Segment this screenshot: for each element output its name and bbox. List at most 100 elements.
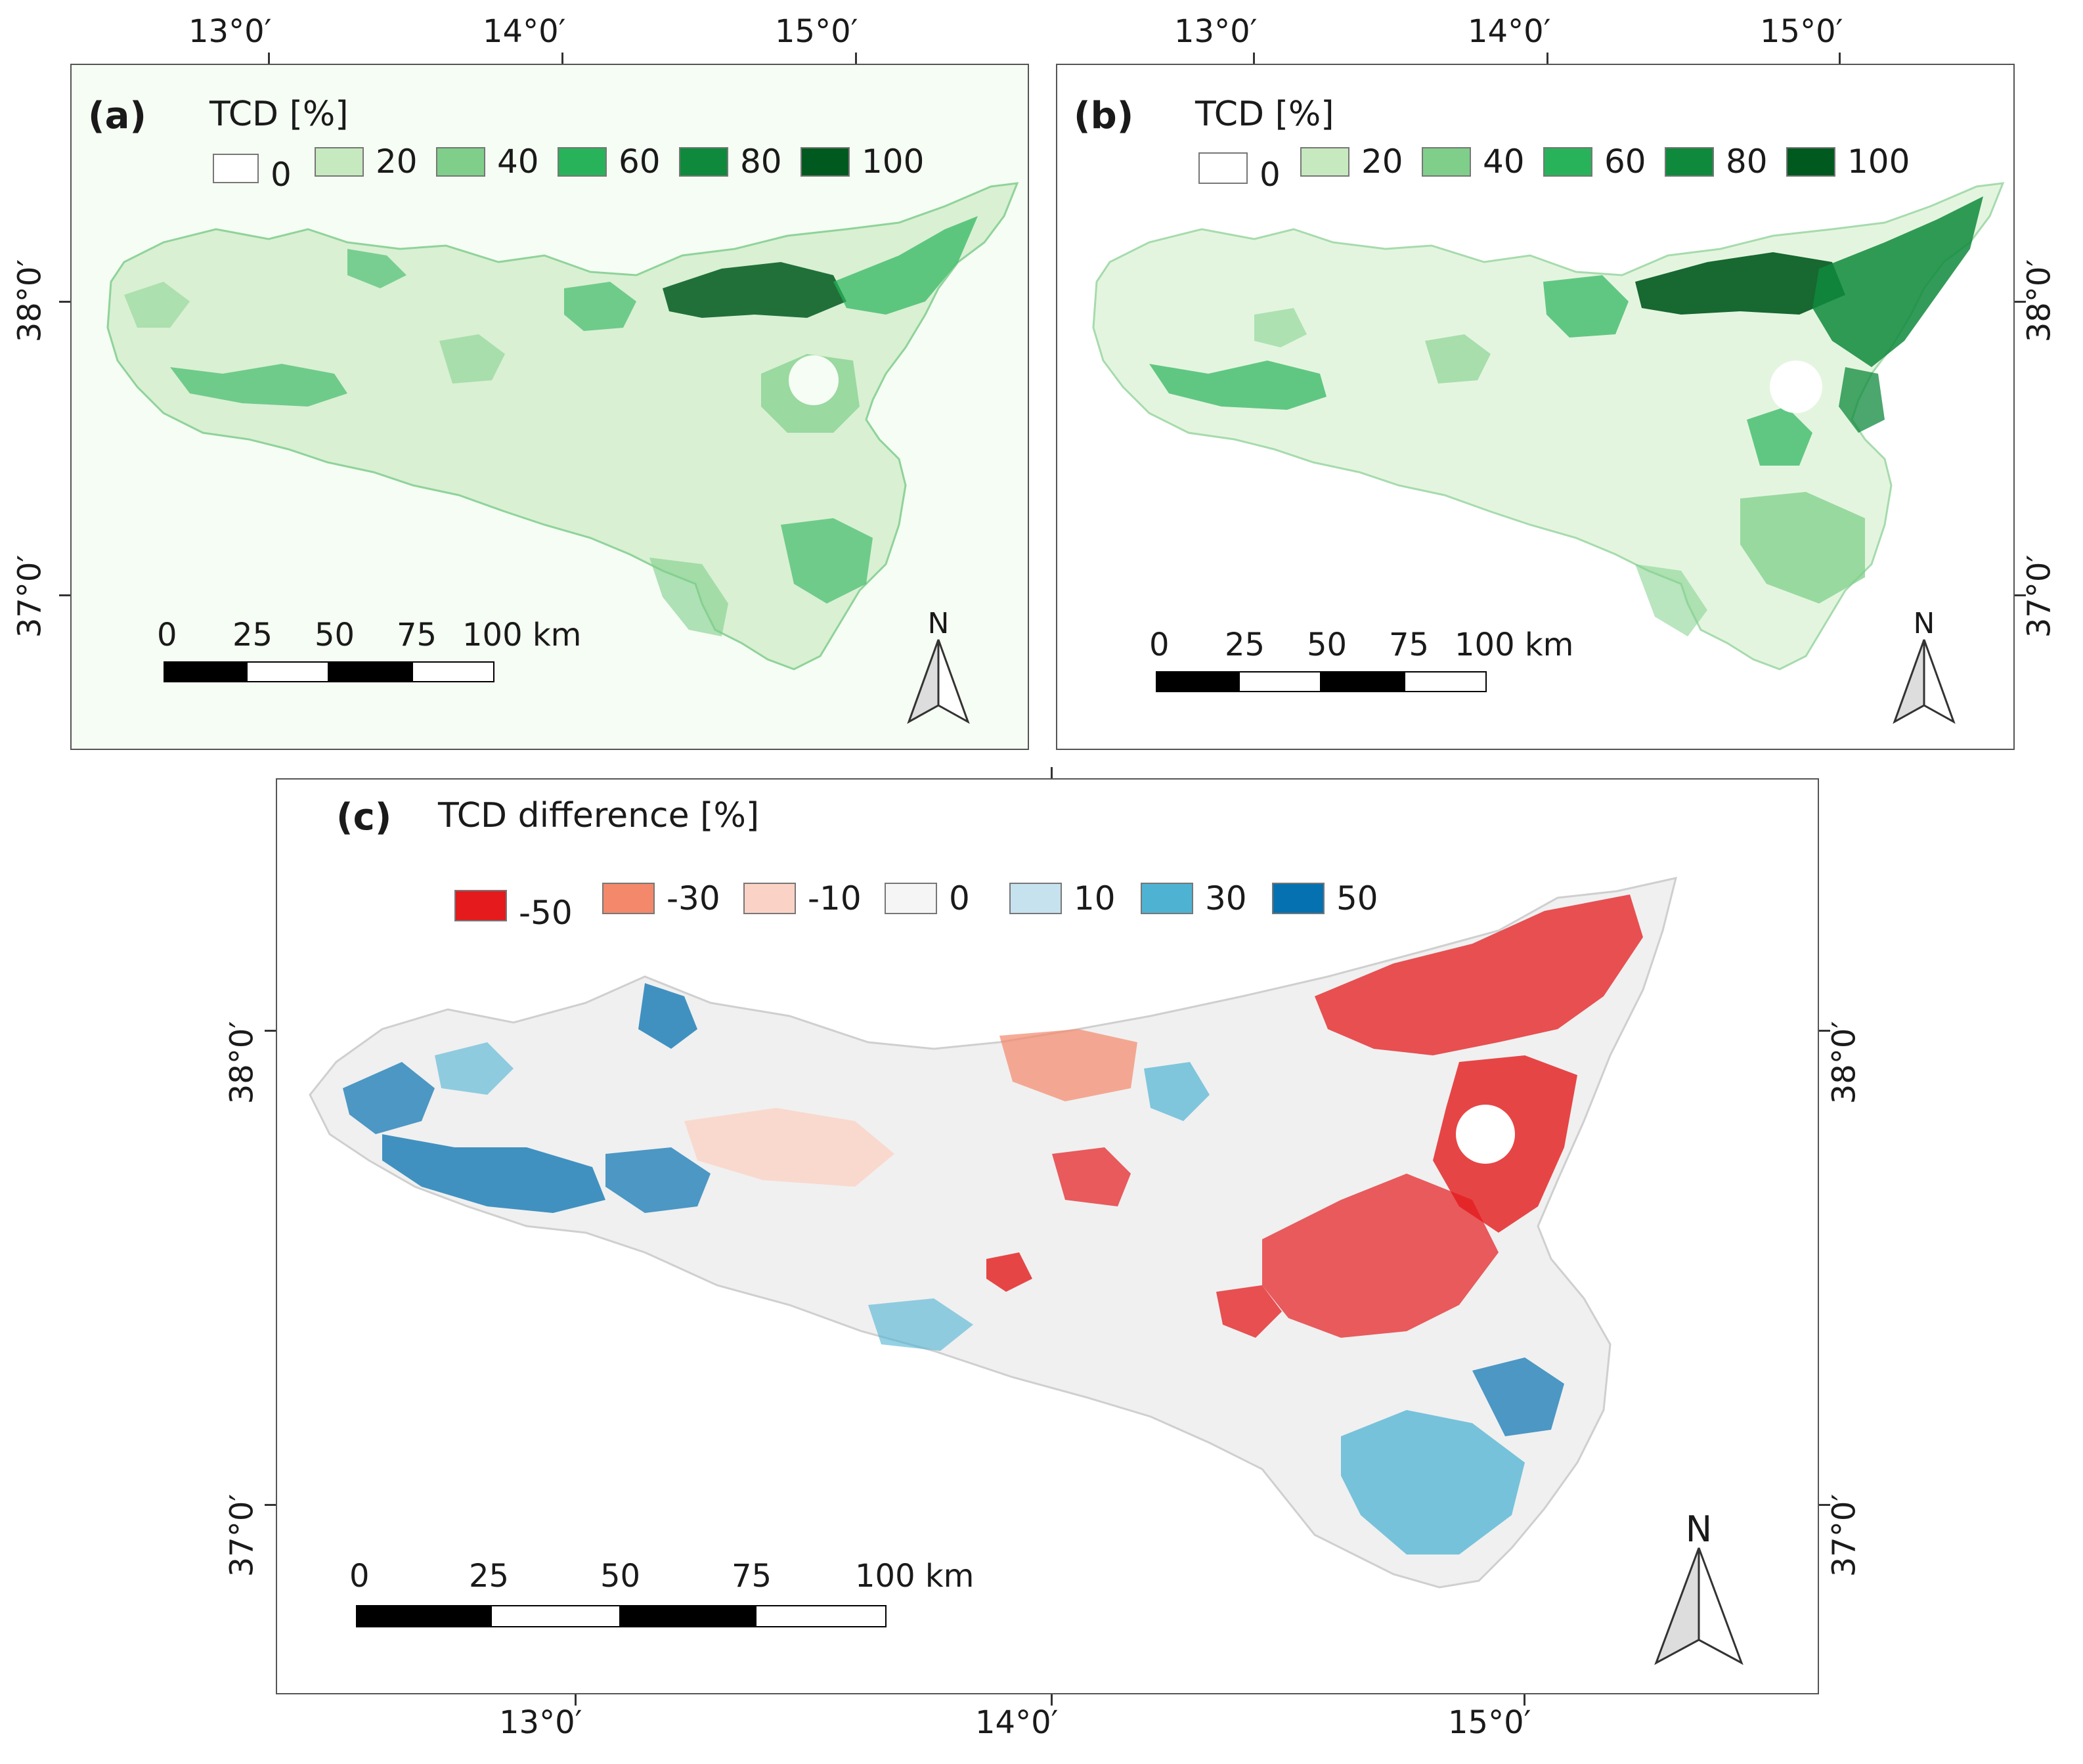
lat-label-left-a: 37°0′ xyxy=(11,554,49,638)
forest-patch xyxy=(1254,308,1307,347)
tick-mark xyxy=(1051,767,1053,778)
lat-label-right-b: 38°0′ xyxy=(2021,259,2058,343)
legend-item-c-6: 50 xyxy=(1272,879,1378,917)
legend-swatch xyxy=(1665,146,1714,177)
scale-label: 75 xyxy=(1389,627,1430,663)
forest-patch xyxy=(1635,564,1707,636)
loss-patch xyxy=(1052,1147,1131,1206)
scale-label: 25 xyxy=(1225,627,1265,663)
panel-c-label: (c) xyxy=(336,796,392,839)
lon-label-top-a: 14°0′ xyxy=(483,13,566,50)
gain-patch xyxy=(1341,1410,1525,1555)
tick-mark xyxy=(1839,53,1841,64)
sicily-map-b xyxy=(1092,182,2005,671)
legend-item-c-0: -50 xyxy=(454,879,573,932)
etna-crater xyxy=(1456,1105,1515,1164)
legend-item-c-1: -30 xyxy=(602,879,720,917)
forest-patch xyxy=(1635,252,1845,315)
scale-label: 0 xyxy=(157,617,177,653)
north-arrow-c: N xyxy=(1650,1509,1748,1669)
north-arrow-a: N xyxy=(902,607,975,725)
panel-a-label: (a) xyxy=(88,95,146,137)
legend-item-a-5: 100 xyxy=(800,143,924,181)
legend-item-c-3: 0 xyxy=(885,879,970,917)
tick-mark xyxy=(59,301,70,303)
scale-segment xyxy=(246,661,329,682)
scale-label: 50 xyxy=(315,617,355,653)
legend-swatch xyxy=(454,890,507,921)
legend-item-a-1: 20 xyxy=(315,143,418,181)
legend-item-a-3: 60 xyxy=(558,143,661,181)
legend-swatch xyxy=(602,883,655,914)
legend-swatch xyxy=(1009,883,1062,914)
etna-crater xyxy=(789,355,839,405)
forest-patch xyxy=(649,558,728,636)
legend-label: 50 xyxy=(1336,879,1378,917)
lat-label-left-a: 38°0′ xyxy=(11,259,49,343)
north-arrow-icon xyxy=(907,639,970,724)
forest-patch xyxy=(1543,275,1629,338)
legend-swatch xyxy=(1198,152,1248,184)
scale-label: 100 km xyxy=(1455,627,1574,663)
sicily-map-a xyxy=(106,182,1019,671)
forest-patches-a xyxy=(124,216,978,636)
legend-label: 0 xyxy=(949,879,970,917)
map-panel-c: (c) TCD difference [%] -50 -30 -10 0 10 … xyxy=(276,778,1819,1694)
scale-label: 0 xyxy=(1149,627,1170,663)
legend-item-c-2: -10 xyxy=(743,879,862,917)
legend-item-b-2: 40 xyxy=(1422,143,1525,181)
legend-label: 20 xyxy=(1361,143,1403,181)
scale-segment xyxy=(1321,671,1404,692)
map-panel-a: (a) TCD [%] 0 20 40 60 80 100 0 25 50 75… xyxy=(70,64,1029,750)
etna-crater xyxy=(1770,361,1822,413)
lon-label-top-b: 13°0′ xyxy=(1174,13,1258,50)
legend-swatch xyxy=(743,883,796,914)
scale-label: 25 xyxy=(232,617,273,653)
forest-patch xyxy=(833,216,978,315)
legend-swatch xyxy=(1786,146,1835,177)
tick-mark xyxy=(2015,301,2026,303)
forest-patch xyxy=(1740,492,1865,604)
legend-swatch xyxy=(1300,146,1349,177)
legend-label: 20 xyxy=(376,143,418,181)
legend-label: 0 xyxy=(271,156,292,194)
lat-label-left-c: 37°0′ xyxy=(223,1493,261,1577)
forest-patch xyxy=(439,334,505,384)
legend-item-b-0: 0 xyxy=(1198,143,1281,194)
legend-label: 80 xyxy=(1726,143,1768,181)
forest-patch xyxy=(781,518,873,604)
tick-mark xyxy=(855,53,857,64)
lat-label-right-c: 38°0′ xyxy=(1826,1021,1863,1105)
legend-label: -10 xyxy=(808,879,862,917)
forest-patches-b xyxy=(1149,196,1983,636)
legend-title-a: TCD [%] xyxy=(209,95,349,134)
scale-label: 50 xyxy=(1307,627,1348,663)
legend-item-b-1: 20 xyxy=(1300,143,1403,181)
gain-patch xyxy=(638,983,697,1049)
scale-segment xyxy=(164,661,246,682)
scale-label: 0 xyxy=(349,1558,370,1595)
legend-item-c-5: 30 xyxy=(1141,879,1247,917)
lat-label-right-c: 37°0′ xyxy=(1826,1493,1863,1577)
legend-label: 100 xyxy=(1847,143,1910,181)
legend-swatch xyxy=(558,146,607,177)
legend-label: 10 xyxy=(1074,879,1116,917)
forest-patch xyxy=(347,249,406,288)
lon-label-top-a: 13°0′ xyxy=(188,13,272,50)
loss-patch xyxy=(684,1108,894,1187)
panel-b-label: (b) xyxy=(1074,95,1134,137)
legend-label: 30 xyxy=(1205,879,1247,917)
north-arrow-icon xyxy=(1654,1547,1743,1665)
sicily-map-c xyxy=(309,877,1678,1589)
legend-title-b: TCD [%] xyxy=(1195,95,1334,134)
tick-mark xyxy=(575,1694,577,1706)
legend-swatch xyxy=(679,146,728,177)
gain-patch xyxy=(605,1147,711,1213)
tick-mark xyxy=(1546,53,1548,64)
legend-item-a-0: 0 xyxy=(213,143,292,194)
legend-swatch xyxy=(800,146,850,177)
legend-label: 60 xyxy=(619,143,661,181)
legend-label: 100 xyxy=(862,143,925,181)
forest-patch xyxy=(1425,334,1491,384)
scale-segment xyxy=(412,661,494,682)
